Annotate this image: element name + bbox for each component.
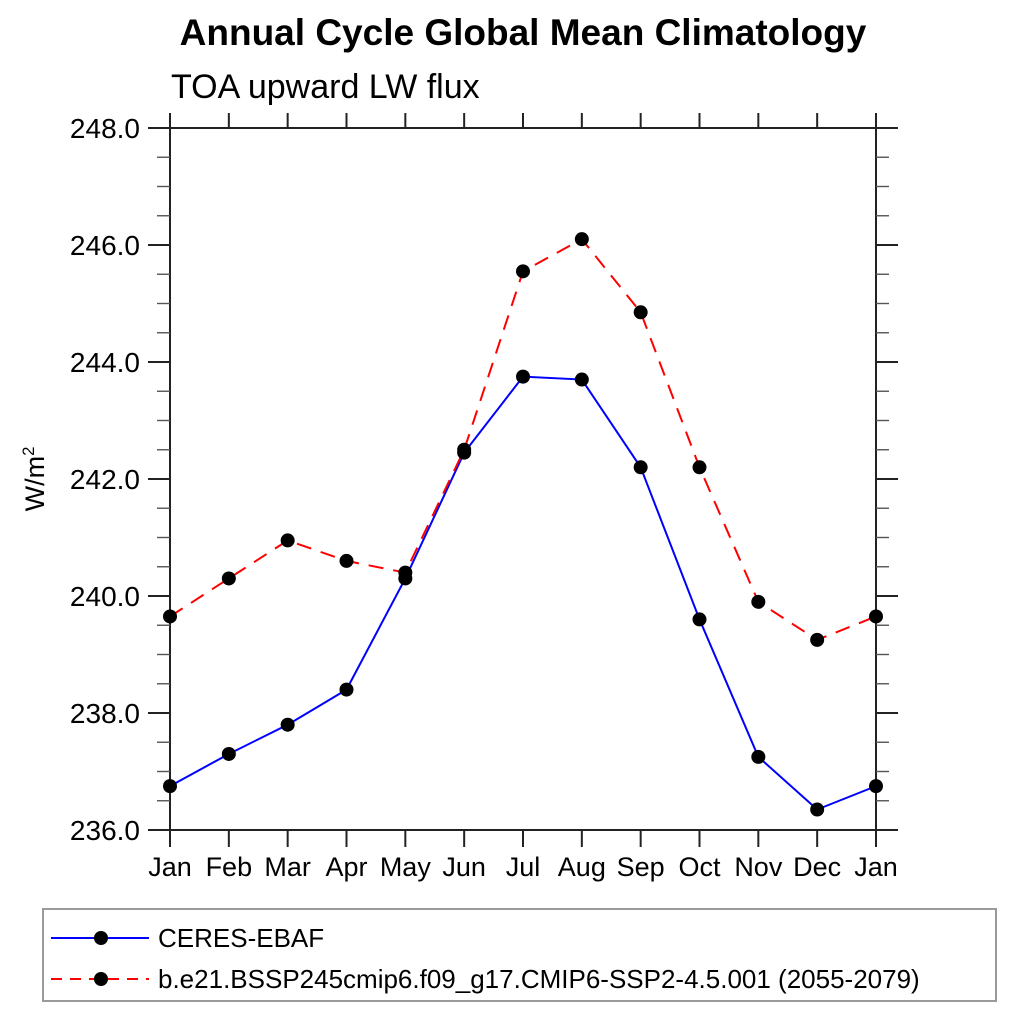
legend-marker bbox=[94, 931, 108, 945]
data-point-marker bbox=[751, 594, 766, 609]
y-tick-label: 242.0 bbox=[70, 464, 140, 495]
x-tick-label: Jun bbox=[442, 852, 486, 882]
data-point-marker bbox=[869, 609, 883, 624]
legend-label: b.e21.BSSP245cmip6.f09_g17.CMIP6-SSP2-4.… bbox=[158, 963, 920, 994]
series-line bbox=[169, 375, 877, 811]
data-point-marker bbox=[574, 232, 589, 247]
data-point-marker bbox=[339, 682, 354, 697]
data-point-marker bbox=[810, 802, 825, 817]
x-tick-label: Jan bbox=[148, 852, 192, 882]
data-point-marker bbox=[633, 460, 648, 475]
x-tick-label: May bbox=[380, 852, 432, 882]
data-point-marker bbox=[516, 369, 530, 384]
x-tick-label: Feb bbox=[206, 852, 253, 882]
y-tick-label: 240.0 bbox=[70, 581, 140, 612]
y-tick-label: 236.0 bbox=[70, 815, 140, 846]
data-point-marker bbox=[869, 779, 883, 794]
y-tick-label: 248.0 bbox=[70, 113, 140, 144]
legend-swatch bbox=[51, 972, 149, 986]
data-point-marker bbox=[810, 632, 825, 647]
data-point-marker bbox=[339, 553, 354, 568]
data-point-marker bbox=[398, 565, 413, 580]
data-point-marker bbox=[163, 779, 177, 794]
legend-item: CERES-EBAF bbox=[49, 923, 324, 953]
x-tick-label: Sep bbox=[617, 852, 665, 882]
data-point-marker bbox=[633, 305, 648, 320]
y-tick-label: 246.0 bbox=[70, 230, 140, 261]
data-point-marker bbox=[280, 533, 295, 548]
chart-subtitle: TOA upward LW flux bbox=[171, 68, 480, 106]
data-point-marker bbox=[280, 717, 295, 732]
x-tick-label: Apr bbox=[325, 852, 367, 882]
data-point-marker bbox=[457, 442, 472, 457]
data-point-marker bbox=[751, 749, 766, 764]
x-tick-label: Jan bbox=[854, 852, 898, 882]
legend-marker bbox=[94, 972, 108, 986]
y-tick-label: 244.0 bbox=[70, 347, 140, 378]
series-line bbox=[169, 237, 877, 641]
x-tick-label: Jul bbox=[506, 852, 541, 882]
data-point-marker bbox=[574, 372, 589, 387]
data-point-marker bbox=[516, 264, 530, 279]
data-point-marker bbox=[692, 612, 707, 627]
data-point-marker bbox=[221, 571, 236, 586]
legend-label: CERES-EBAF bbox=[158, 922, 325, 953]
x-tick-label: Nov bbox=[734, 852, 783, 882]
plot-frame bbox=[169, 127, 877, 831]
x-tick-label: Dec bbox=[793, 852, 841, 882]
data-point-marker bbox=[163, 609, 177, 624]
x-tick-label: Aug bbox=[558, 852, 606, 882]
x-tick-label: Mar bbox=[264, 852, 311, 882]
data-point-marker bbox=[692, 460, 707, 475]
chart-title: Annual Cycle Global Mean Climatology bbox=[179, 12, 867, 53]
legend: CERES-EBAF b.e21.BSSP245cmip6.f09_g17.CMI… bbox=[42, 908, 997, 1002]
data-point-marker bbox=[221, 746, 236, 761]
legend-item: b.e21.BSSP245cmip6.f09_g17.CMIP6-SSP2-4.… bbox=[49, 964, 920, 994]
x-tick-label: Oct bbox=[678, 852, 721, 882]
y-tick-label: 238.0 bbox=[70, 698, 140, 729]
legend-swatch bbox=[51, 931, 149, 945]
